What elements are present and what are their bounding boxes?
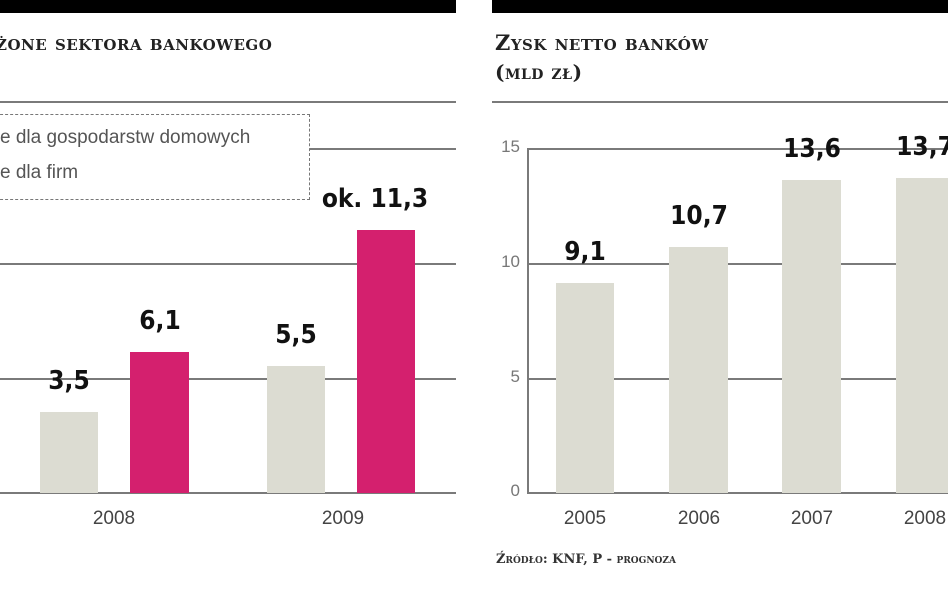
x-label-2005: 2005 — [563, 508, 607, 529]
legend-item-firms: e dla firm — [0, 162, 79, 183]
value-label-2005: 9,1 — [564, 237, 606, 267]
y-tick-15: 15 — [501, 137, 520, 156]
value-label-2009-households: 5,5 — [275, 320, 317, 350]
right-chart-subtitle: (mld zł) — [495, 60, 583, 84]
bar-2008 — [896, 178, 948, 493]
left-gridline-10 — [0, 263, 456, 265]
x-label-2006: 2006 — [677, 508, 721, 529]
bar-2007 — [782, 180, 841, 493]
right-gridline-15 — [527, 148, 948, 150]
left-baseline — [0, 492, 456, 494]
bar-2005 — [556, 283, 614, 493]
x-label-2008: 2008 — [903, 508, 947, 529]
value-label-2009-firms: ok. 11,3 — [321, 184, 429, 214]
left-header-bar — [0, 0, 456, 13]
bar-2009-firms — [357, 230, 415, 493]
x-label-2009: 2009 — [321, 508, 365, 529]
right-gridline-5 — [527, 378, 948, 380]
value-label-2007: 13,6 — [783, 134, 841, 164]
left-gridline-5 — [0, 378, 456, 380]
bar-2008-households — [40, 412, 98, 493]
y-tick-10: 10 — [501, 252, 520, 271]
bar-2008-firms — [130, 352, 189, 493]
value-label-2008-firms: 6,1 — [139, 306, 181, 336]
y-tick-5: 5 — [510, 367, 520, 386]
y-axis — [527, 148, 529, 494]
left-legend: e dla gospodarstw domowych e dla firm — [0, 114, 310, 200]
right-title-rule — [492, 101, 948, 103]
value-label-2006: 10,7 — [670, 201, 728, 231]
left-chart-title: żone sektora bankowego — [0, 30, 273, 55]
right-baseline — [527, 492, 948, 494]
value-label-2008: 13,7 — [896, 132, 948, 162]
right-chart-title: Zysk netto banków — [495, 30, 709, 55]
source-note: Źródło: KNF, P - prognoza — [496, 552, 676, 567]
x-label-2008: 2008 — [92, 508, 136, 529]
bar-2009-households — [267, 366, 325, 493]
left-title-rule — [0, 101, 456, 103]
legend-item-households: e dla gospodarstw domowych — [0, 127, 251, 148]
x-label-2007: 2007 — [790, 508, 834, 529]
right-header-bar — [492, 0, 948, 13]
y-tick-0: 0 — [510, 481, 520, 500]
value-label-2008-households: 3,5 — [48, 366, 90, 396]
right-gridline-10 — [527, 263, 948, 265]
bar-2006 — [669, 247, 728, 493]
